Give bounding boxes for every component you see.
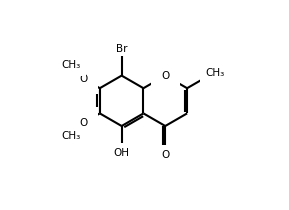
Text: O: O [79,74,88,84]
Text: O: O [79,118,88,128]
Text: CH₃: CH₃ [61,60,80,70]
Text: OH: OH [114,148,130,158]
Text: O: O [161,71,169,81]
Text: O: O [161,150,169,160]
Text: Br: Br [116,43,127,54]
Text: CH₃: CH₃ [205,68,225,78]
Text: CH₃: CH₃ [61,131,80,141]
